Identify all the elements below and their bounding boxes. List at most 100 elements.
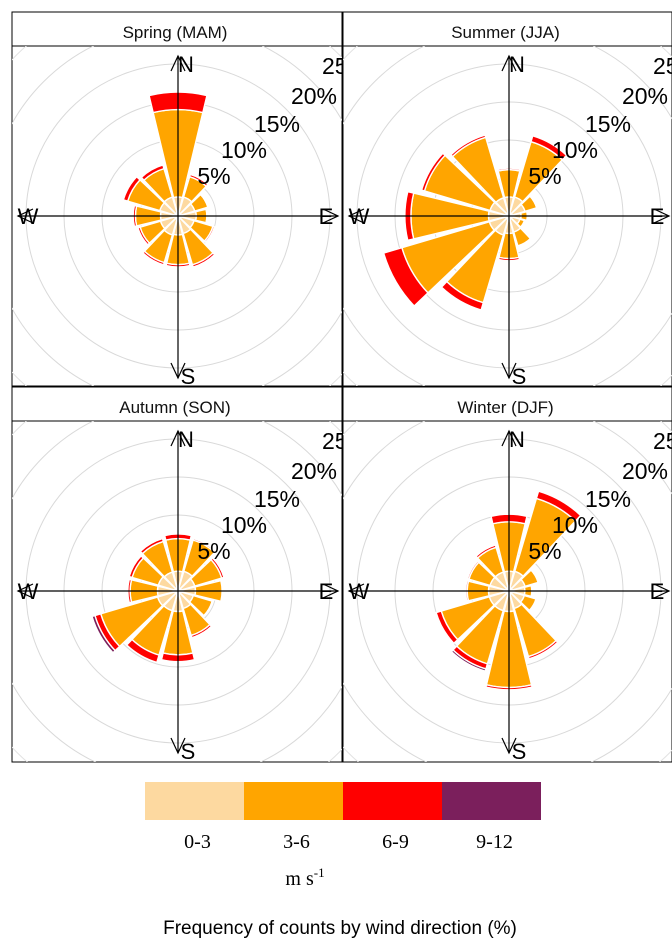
- ring-label: 10%: [552, 137, 598, 163]
- wedge-120deg-6-9: [203, 225, 216, 244]
- axis-arrow: [501, 362, 517, 380]
- compass-w: W: [349, 204, 370, 229]
- ring-label: 20%: [622, 458, 668, 484]
- wedge-210deg-6-9: [440, 280, 485, 311]
- compass-s: S: [181, 364, 196, 389]
- figure-caption: Frequency of counts by wind direction (%…: [163, 918, 517, 939]
- compass-n: N: [178, 52, 194, 77]
- legend-swatch-3-6: [244, 782, 343, 820]
- legend-swatch-6-9: [343, 782, 442, 820]
- compass-e: E: [319, 579, 334, 604]
- wedge-180deg-6-9: [485, 684, 533, 691]
- rose-plot: N E S W 5%10%15%20% 25%: [12, 421, 368, 764]
- ring-label: 25%: [322, 53, 368, 79]
- ring-label: 5%: [528, 163, 561, 189]
- legend-swatch-0-3: [145, 782, 244, 820]
- ring-label: 10%: [221, 137, 267, 163]
- legend-units: m s-1: [285, 865, 324, 890]
- axis-arrow: [501, 429, 517, 447]
- axis-arrow: [170, 429, 186, 447]
- panel-title: Summer (JJA): [451, 23, 560, 42]
- rose-plot: N E S W 5%10%15%20% 25%: [343, 46, 672, 389]
- legend-swatch-9-12: [442, 782, 541, 820]
- ring-label: 15%: [585, 111, 631, 137]
- compass-n: N: [509, 427, 525, 452]
- wedge-150deg-6-9: [516, 237, 532, 248]
- wedge-210deg-6-9: [141, 250, 166, 266]
- wedge-60deg-6-9: [210, 557, 225, 579]
- wedge-150deg-6-9: [527, 639, 559, 660]
- legend-label-3-6: 3-6: [283, 831, 310, 853]
- compass-w: W: [18, 579, 39, 604]
- wedge-30deg-6-9: [535, 490, 582, 522]
- axis-arrow: [653, 208, 671, 224]
- wedge-120deg-3-6: [519, 594, 537, 612]
- axis-arrow: [501, 54, 517, 72]
- axis-arrow: [501, 737, 517, 755]
- wedge-60deg-6-9: [199, 193, 210, 209]
- axis-arrow: [347, 583, 365, 599]
- wedge-60deg-6-9: [530, 568, 540, 584]
- wedge-240deg-6-9: [382, 246, 429, 307]
- axis-arrow: [170, 362, 186, 380]
- ring-label: 5%: [197, 538, 230, 564]
- compass-w: W: [349, 579, 370, 604]
- wedge-330deg-6-9: [139, 537, 165, 555]
- wedge-300deg-6-9: [420, 152, 447, 192]
- ring-label: 25%: [653, 428, 672, 454]
- wedge-30deg-6-9: [530, 134, 568, 161]
- panel-1: Spring (MAM) N E S W 5%10%15%20% 25%: [11, 11, 368, 389]
- wedge-120deg-6-9: [202, 600, 214, 618]
- axis-arrow: [16, 208, 34, 224]
- compass-s: S: [181, 739, 196, 764]
- panel-title: Spring (MAM): [123, 23, 228, 42]
- panel-title: Autumn (SON): [119, 398, 230, 417]
- axis-arrow: [322, 208, 340, 224]
- wedge-330deg-6-9: [140, 164, 165, 182]
- compass-s: S: [512, 364, 527, 389]
- wedge-30deg-6-9: [188, 173, 209, 188]
- axis-arrow: [170, 54, 186, 72]
- compass-e: E: [650, 579, 665, 604]
- compass-e: E: [650, 204, 665, 229]
- wedge-210deg-6-9: [125, 638, 160, 664]
- compass-e: E: [319, 204, 334, 229]
- compass-s: S: [512, 739, 527, 764]
- ring-label: 5%: [528, 538, 561, 564]
- panel-2: Summer (JJA) N E S W 5%10%15%20% 25%: [342, 11, 672, 389]
- legend-label-0-3: 0-3: [184, 831, 211, 853]
- ring-label: 5%: [197, 163, 230, 189]
- axis-arrow: [170, 737, 186, 755]
- ring-label: 10%: [221, 512, 267, 538]
- wedge-300deg-6-9: [122, 175, 141, 202]
- wedge-300deg-6-9: [466, 560, 480, 580]
- compass-n: N: [178, 427, 194, 452]
- axis-arrow: [653, 583, 671, 599]
- wedge-90deg-6-9: [205, 208, 209, 224]
- axis-arrow: [16, 583, 34, 599]
- wedge-210deg-9-12: [450, 649, 487, 673]
- rose-plot: N E S W 5%10%15%20% 25%: [343, 421, 672, 764]
- axis-arrow: [322, 583, 340, 599]
- ring-label: 15%: [254, 111, 300, 137]
- ring-label: 20%: [291, 83, 337, 109]
- wedge-330deg-6-9: [449, 134, 487, 158]
- wedge-240deg-9-12: [91, 614, 117, 654]
- wedge-60deg-6-9: [528, 194, 539, 209]
- wedge-30deg-6-9: [192, 537, 217, 554]
- ring-label: 15%: [585, 486, 631, 512]
- wedge-150deg-6-9: [190, 623, 213, 639]
- ring-label: 25%: [653, 53, 672, 79]
- wedge-240deg-6-9: [435, 610, 459, 645]
- speed-legend: m s-1 0-3 3-6 6-9 9-12: [145, 782, 541, 890]
- ring-label: 25%: [322, 428, 368, 454]
- wedge-330deg-6-9: [475, 544, 497, 559]
- panel-4: Winter (DJF) N E S W 5%10%15%20% 25%: [342, 386, 672, 764]
- legend-label-6-9: 6-9: [382, 831, 409, 853]
- rose-plot: N E S W 5%10%15%20% 25%: [12, 46, 368, 389]
- panel-title: Winter (DJF): [457, 398, 553, 417]
- ring-label: 20%: [622, 83, 668, 109]
- panel-3: Autumn (SON) N E S W 5%10%15%20% 25%: [11, 386, 368, 764]
